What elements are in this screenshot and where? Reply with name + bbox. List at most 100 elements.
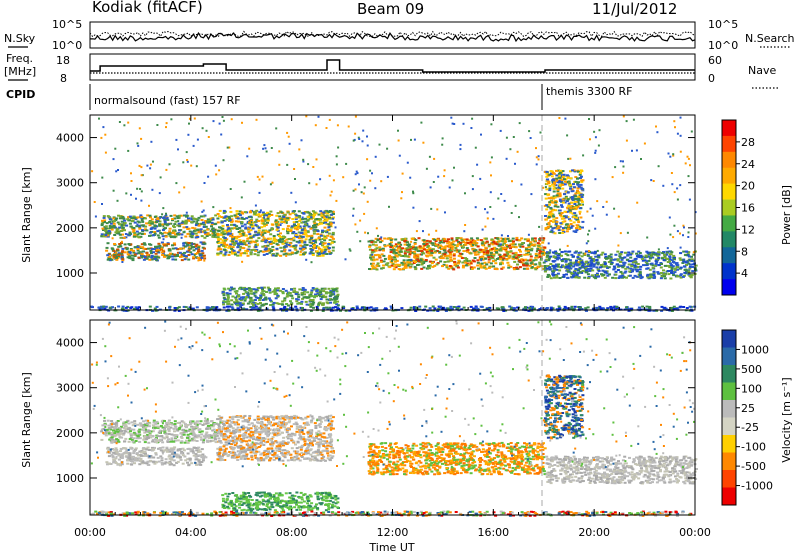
scatter-cell — [468, 243, 472, 246]
scatter-cell — [609, 256, 613, 259]
scatter-cell — [158, 192, 161, 195]
scatter-cell — [247, 242, 251, 245]
scatter-cell — [271, 305, 275, 308]
scatter-cell — [494, 259, 497, 262]
scatter-cell — [283, 297, 287, 300]
scatter-cell — [558, 177, 562, 180]
scatter-cell — [329, 309, 333, 312]
scatter-cell — [276, 233, 280, 236]
scatter-cell — [227, 227, 231, 230]
scatter-cell — [291, 297, 295, 300]
scatter-cell — [222, 233, 226, 236]
scatter-cell — [127, 243, 131, 245]
scatter-cell — [518, 248, 521, 251]
scatter-cell — [181, 220, 184, 223]
scatter-cell — [553, 196, 557, 199]
scatter-cell — [454, 247, 458, 249]
scatter-cell — [545, 256, 549, 259]
scatter-cell — [301, 245, 305, 248]
scatter-cell — [577, 185, 581, 188]
scatter-cell — [589, 256, 593, 259]
scatter-cell — [198, 431, 202, 434]
scatter-cell — [573, 203, 577, 205]
scatter-cell — [257, 226, 261, 229]
scatter-cell — [239, 248, 242, 251]
scatter-cell — [551, 227, 555, 230]
scatter-cell — [128, 257, 132, 260]
scatter-cell — [449, 244, 453, 247]
scatter-cell — [102, 229, 105, 231]
scatter-cell — [514, 162, 516, 165]
scatter-cell — [368, 245, 372, 248]
scatter-cell — [646, 255, 650, 258]
scatter-cell — [91, 170, 94, 173]
scatter-cell — [191, 234, 195, 237]
scatter-cell — [278, 224, 282, 226]
scatter-cell — [490, 238, 494, 241]
scatter-cell — [499, 262, 502, 265]
scatter-cell — [329, 222, 333, 225]
scatter-cell — [588, 118, 590, 120]
scatter-cell — [605, 257, 609, 259]
scatter-cell — [259, 295, 263, 298]
scatter-cell — [132, 227, 136, 229]
scatter-cell — [227, 215, 231, 218]
scatter-cell — [327, 232, 331, 235]
scatter-cell — [572, 230, 576, 233]
scatter-cell — [236, 228, 240, 230]
scatter-cell — [205, 129, 208, 132]
scatter-cell — [428, 240, 432, 243]
scatter-cell — [398, 268, 402, 271]
scatter-cell — [670, 310, 674, 312]
scatter-cell — [212, 206, 215, 209]
scatter-cell — [103, 227, 107, 230]
scatter-cell — [557, 169, 560, 172]
scatter-cell — [406, 264, 410, 267]
scatter-cell — [422, 141, 425, 144]
scatter-cell — [331, 237, 335, 240]
colorbar-swatch — [722, 231, 736, 248]
scatter-cell — [242, 296, 245, 299]
scatter-cell — [523, 238, 527, 241]
scatter-cell — [326, 217, 330, 220]
scatter-cell — [182, 226, 186, 229]
scatter-cell — [609, 305, 613, 308]
scatter-cell — [514, 204, 517, 207]
scatter-cell — [255, 209, 259, 212]
scatter-cell — [329, 252, 333, 254]
scatter-cell — [112, 217, 116, 220]
scatter-cell — [307, 296, 311, 299]
scatter-cell — [302, 246, 306, 249]
scatter-cell — [674, 268, 678, 271]
scatter-cell — [283, 299, 286, 302]
scatter-cell — [195, 234, 199, 237]
scatter-cell — [226, 233, 230, 236]
scatter-cell — [327, 243, 331, 245]
scatter-cell — [148, 214, 152, 217]
scatter-cell — [104, 133, 107, 136]
scatter-cell — [367, 240, 371, 243]
scatter-cell — [596, 274, 599, 276]
scatter-cell — [312, 232, 316, 235]
scatter-cell — [366, 144, 369, 147]
scatter-cell — [285, 243, 288, 246]
scatter-cell — [439, 239, 443, 242]
scatter-cell — [259, 233, 263, 236]
scatter-cell — [392, 246, 395, 249]
scatter-cell — [225, 292, 229, 295]
scatter-cell — [425, 239, 429, 242]
scatter-cell — [271, 290, 275, 293]
scatter-cell — [142, 224, 145, 227]
scatter-cell — [629, 253, 633, 256]
scatter-cell — [177, 220, 180, 223]
scatter-cell — [124, 306, 128, 309]
scatter-cell — [387, 244, 390, 247]
scatter-cell — [595, 275, 599, 278]
scatter-cell — [375, 258, 379, 261]
scatter-cell — [151, 430, 155, 433]
scatter-cell — [120, 254, 124, 257]
scatter-cell — [552, 187, 556, 190]
scatter-cell — [166, 223, 169, 226]
scatter-cell — [446, 307, 450, 310]
scatter-cell — [577, 197, 581, 200]
